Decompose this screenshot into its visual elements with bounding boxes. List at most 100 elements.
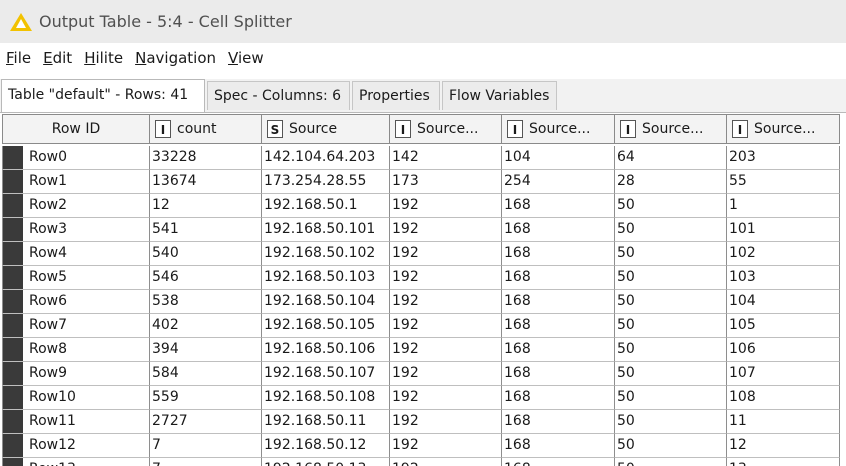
table-cell[interactable]: 192.168.50.101 <box>262 218 390 242</box>
table-cell[interactable]: 192.168.50.103 <box>262 266 390 290</box>
row-id-cell[interactable]: Row6 <box>2 290 150 314</box>
table-cell[interactable]: 7 <box>150 434 262 458</box>
table-cell[interactable]: 2727 <box>150 410 262 434</box>
table-cell[interactable]: 192.168.50.12 <box>262 434 390 458</box>
table-cell[interactable]: 192.168.50.13 <box>262 458 390 466</box>
table-cell[interactable]: 192.168.50.102 <box>262 242 390 266</box>
table-cell[interactable]: 50 <box>615 218 727 242</box>
table-cell[interactable]: 102 <box>727 242 840 266</box>
table-cell[interactable]: 192.168.50.1 <box>262 194 390 218</box>
table-cell[interactable]: 192 <box>390 386 502 410</box>
table-cell[interactable]: 192 <box>390 194 502 218</box>
table-cell[interactable]: 55 <box>727 170 840 194</box>
table-cell[interactable]: 192.168.50.106 <box>262 338 390 362</box>
table-cell[interactable]: 13 <box>727 458 840 466</box>
table-cell[interactable]: 103 <box>727 266 840 290</box>
table-cell[interactable]: 105 <box>727 314 840 338</box>
table-cell[interactable]: 50 <box>615 266 727 290</box>
table-cell[interactable]: 168 <box>502 410 615 434</box>
table-cell[interactable]: 168 <box>502 290 615 314</box>
header-source-2[interactable]: I Source... <box>502 114 615 144</box>
table-cell[interactable]: 168 <box>502 194 615 218</box>
table-cell[interactable]: 50 <box>615 290 727 314</box>
table-cell[interactable]: 192.168.50.108 <box>262 386 390 410</box>
table-cell[interactable]: 192.168.50.11 <box>262 410 390 434</box>
table-cell[interactable]: 101 <box>727 218 840 242</box>
table-cell[interactable]: 192.168.50.105 <box>262 314 390 338</box>
table-cell[interactable]: 173.254.28.55 <box>262 170 390 194</box>
tab-properties[interactable]: Properties <box>352 81 440 110</box>
header-source-4[interactable]: I Source... <box>727 114 840 144</box>
table-row[interactable]: Row7 402 192.168.50.105 192 168 50 105 <box>0 314 846 338</box>
table-row[interactable]: Row4 540 192.168.50.102 192 168 50 102 <box>0 242 846 266</box>
row-id-cell[interactable]: Row13 <box>2 458 150 466</box>
table-cell[interactable]: 192 <box>390 410 502 434</box>
row-id-cell[interactable]: Row9 <box>2 362 150 386</box>
row-id-cell[interactable]: Row2 <box>2 194 150 218</box>
table-row[interactable]: Row2 12 192.168.50.1 192 168 50 1 <box>0 194 846 218</box>
table-cell[interactable]: 168 <box>502 338 615 362</box>
table-cell[interactable]: 192 <box>390 218 502 242</box>
table-cell[interactable]: 168 <box>502 218 615 242</box>
table-cell[interactable]: 546 <box>150 266 262 290</box>
row-id-cell[interactable]: Row4 <box>2 242 150 266</box>
table-cell[interactable]: 192.168.50.104 <box>262 290 390 314</box>
table-row[interactable]: Row11 2727 192.168.50.11 192 168 50 11 <box>0 410 846 434</box>
table-row[interactable]: Row10 559 192.168.50.108 192 168 50 108 <box>0 386 846 410</box>
table-cell[interactable]: 50 <box>615 410 727 434</box>
menu-hilite[interactable]: Hilite <box>84 49 124 67</box>
table-cell[interactable]: 168 <box>502 434 615 458</box>
table-cell[interactable]: 50 <box>615 434 727 458</box>
header-row-id[interactable]: Row ID <box>2 114 150 144</box>
table-cell[interactable]: 108 <box>727 386 840 410</box>
table-cell[interactable]: 7 <box>150 458 262 466</box>
row-id-cell[interactable]: Row7 <box>2 314 150 338</box>
table-cell[interactable]: 192 <box>390 434 502 458</box>
table-cell[interactable]: 168 <box>502 458 615 466</box>
table-cell[interactable]: 192 <box>390 242 502 266</box>
table-cell[interactable]: 50 <box>615 242 727 266</box>
table-cell[interactable]: 168 <box>502 242 615 266</box>
table-cell[interactable]: 1 <box>727 194 840 218</box>
table-row[interactable]: Row0 33228 142.104.64.203 142 104 64 203 <box>0 146 846 170</box>
table-cell[interactable]: 11 <box>727 410 840 434</box>
table-cell[interactable]: 50 <box>615 314 727 338</box>
row-id-cell[interactable]: Row11 <box>2 410 150 434</box>
header-source-3[interactable]: I Source... <box>615 114 727 144</box>
table-cell[interactable]: 33228 <box>150 146 262 170</box>
table-cell[interactable]: 394 <box>150 338 262 362</box>
table-cell[interactable]: 64 <box>615 146 727 170</box>
table-cell[interactable]: 541 <box>150 218 262 242</box>
table-cell[interactable]: 104 <box>727 290 840 314</box>
table-row[interactable]: Row5 546 192.168.50.103 192 168 50 103 <box>0 266 846 290</box>
table-cell[interactable]: 168 <box>502 266 615 290</box>
table-cell[interactable]: 192 <box>390 338 502 362</box>
table-cell[interactable]: 192 <box>390 362 502 386</box>
table-cell[interactable]: 142 <box>390 146 502 170</box>
table-cell[interactable]: 173 <box>390 170 502 194</box>
table-row[interactable]: Row6 538 192.168.50.104 192 168 50 104 <box>0 290 846 314</box>
table-cell[interactable]: 12 <box>150 194 262 218</box>
table-cell[interactable]: 559 <box>150 386 262 410</box>
table-cell[interactable]: 168 <box>502 362 615 386</box>
table-cell[interactable]: 192 <box>390 314 502 338</box>
menu-edit[interactable]: Edit <box>43 49 73 67</box>
tab-table-default[interactable]: Table "default" - Rows: 41 <box>1 79 205 112</box>
table-cell[interactable]: 203 <box>727 146 840 170</box>
row-id-cell[interactable]: Row8 <box>2 338 150 362</box>
table-cell[interactable]: 12 <box>727 434 840 458</box>
row-id-cell[interactable]: Row1 <box>2 170 150 194</box>
row-id-cell[interactable]: Row5 <box>2 266 150 290</box>
table-cell[interactable]: 192 <box>390 290 502 314</box>
row-id-cell[interactable]: Row0 <box>2 146 150 170</box>
table-row[interactable]: Row8 394 192.168.50.106 192 168 50 106 <box>0 338 846 362</box>
table-cell[interactable]: 168 <box>502 386 615 410</box>
menu-navigation[interactable]: Navigation <box>135 49 217 67</box>
table-cell[interactable]: 402 <box>150 314 262 338</box>
table-cell[interactable]: 50 <box>615 458 727 466</box>
table-cell[interactable]: 106 <box>727 338 840 362</box>
tab-flow-variables[interactable]: Flow Variables <box>442 81 557 110</box>
tab-spec[interactable]: Spec - Columns: 6 <box>207 81 350 110</box>
